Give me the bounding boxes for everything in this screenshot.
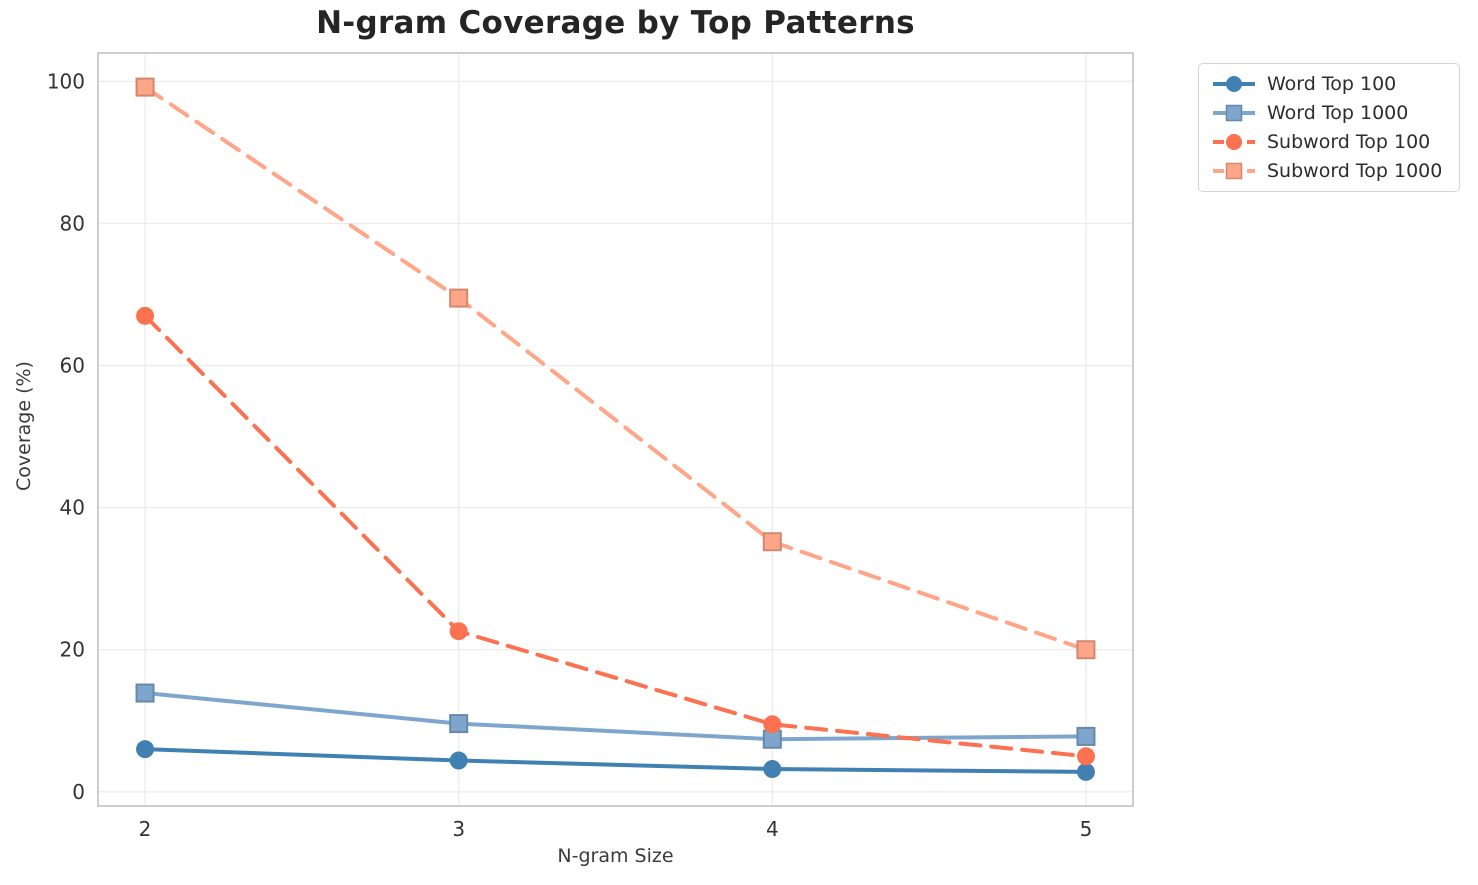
x-tick-label: 5 [1080, 817, 1093, 841]
marker-word-top-1000 [1076, 726, 1096, 746]
marker-word-top-1000 [135, 683, 155, 703]
legend-sample-subword-top-1000 [1213, 162, 1255, 180]
y-tick-label: 80 [60, 211, 85, 235]
legend-sample-subword-top-100 [1213, 134, 1255, 150]
plot-border [97, 52, 1134, 807]
line-subword-top-1000 [143, 85, 1088, 652]
series-subword-top-100 [136, 306, 1095, 766]
marker-subword-top-1000 [1076, 640, 1096, 660]
chart-title: N-gram Coverage by Top Patterns [316, 5, 915, 41]
legend-sample-word-top-1000 [1213, 104, 1255, 122]
marker-word-top-1000 [449, 714, 469, 734]
line-word-top-1000 [143, 691, 1088, 742]
marker-subword-top-100 [1076, 747, 1095, 766]
y-tick-label: 60 [60, 354, 85, 378]
line-subword-top-100 [143, 313, 1088, 759]
y-tick-label: 0 [72, 780, 85, 804]
legend-item-subword-top-100: Subword Top 100 [1211, 131, 1447, 153]
marker-subword-top-100 [763, 715, 782, 734]
x-axis-label: N-gram Size [557, 845, 674, 867]
y-tick-label: 100 [47, 69, 85, 93]
marker-word-top-100 [136, 740, 155, 759]
x-tick-label: 4 [766, 817, 779, 841]
legend-item-word-top-100: Word Top 100 [1211, 73, 1447, 95]
marker-word-top-100 [763, 760, 782, 779]
y-axis-label: Coverage (%) [13, 361, 35, 491]
legend-label: Word Top 100 [1267, 72, 1397, 95]
y-tick-label: 40 [60, 496, 85, 520]
legend-marker [1226, 134, 1242, 150]
legend-label: Word Top 1000 [1267, 101, 1409, 124]
marker-subword-top-1000 [762, 532, 782, 552]
marker-subword-top-1000 [449, 288, 469, 308]
legend-label: Subword Top 100 [1267, 130, 1431, 153]
legend-sample-word-top-100 [1213, 76, 1255, 92]
legend-label: Subword Top 1000 [1267, 159, 1443, 182]
legend-marker [1225, 162, 1243, 180]
x-tick-label: 2 [139, 817, 152, 841]
legend-marker [1225, 104, 1243, 122]
marker-subword-top-100 [449, 622, 468, 641]
marker-word-top-100 [1076, 762, 1095, 781]
legend: Word Top 100 Word Top 1000 Subword Top 100… [1198, 63, 1460, 192]
legend-marker [1226, 76, 1242, 92]
marker-subword-top-100 [136, 306, 155, 325]
marker-word-top-100 [449, 751, 468, 770]
series-word-top-100 [136, 740, 1095, 781]
legend-item-word-top-1000: Word Top 1000 [1211, 102, 1447, 124]
line-word-top-100 [143, 747, 1088, 774]
y-tick-label: 20 [60, 638, 85, 662]
gridlines [98, 53, 1133, 806]
x-tick-label: 3 [452, 817, 465, 841]
marker-subword-top-1000 [135, 77, 155, 97]
series-subword-top-1000 [135, 77, 1096, 660]
legend-item-subword-top-1000: Subword Top 1000 [1211, 160, 1447, 182]
series-word-top-1000 [135, 683, 1096, 749]
